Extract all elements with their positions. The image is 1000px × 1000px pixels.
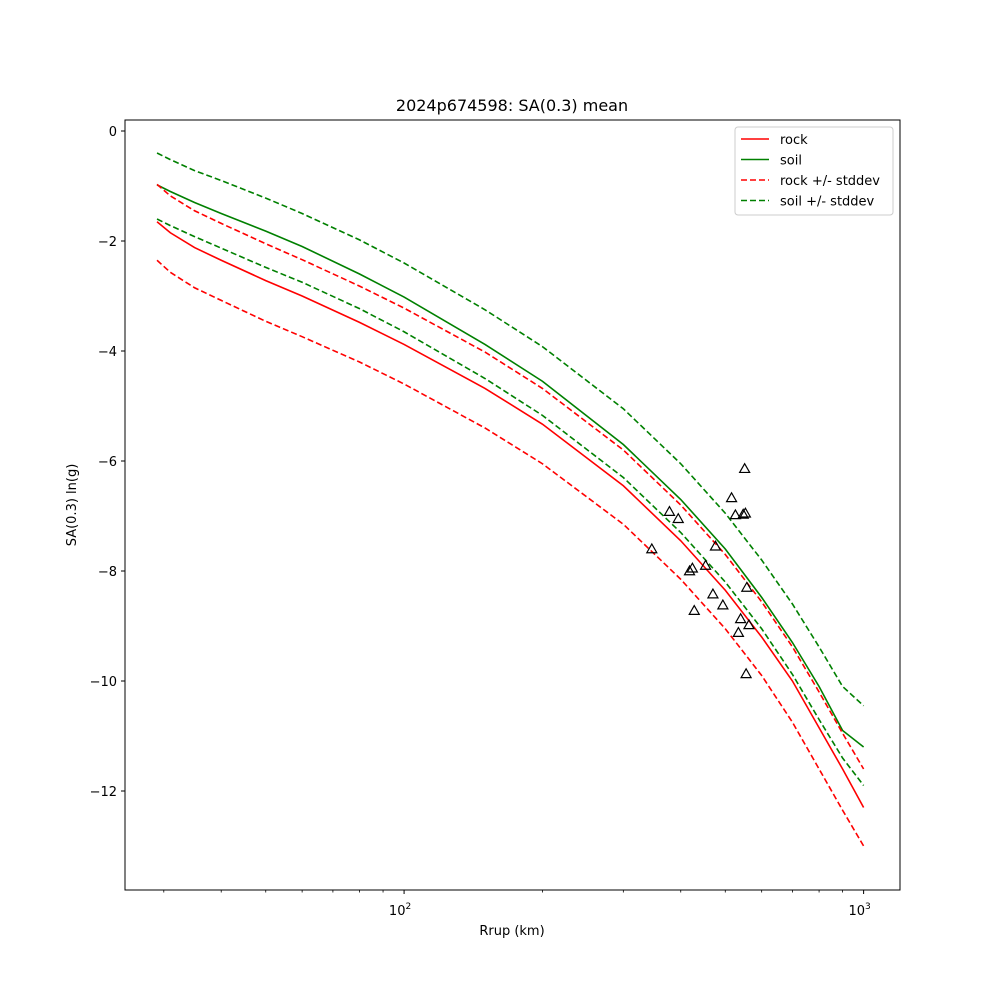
observation-marker bbox=[740, 667, 753, 679]
x-axis: 102 103 bbox=[163, 890, 871, 919]
observation-marker bbox=[645, 542, 658, 554]
legend-box bbox=[734, 126, 894, 216]
series-line-soil-stddev bbox=[156, 152, 865, 707]
legend-label: rock bbox=[780, 133, 808, 148]
y-tick-label: 0 bbox=[109, 125, 117, 140]
legend-label: rock +/- stddev bbox=[780, 174, 880, 189]
plot-frame bbox=[124, 119, 901, 891]
observation-marker bbox=[686, 562, 699, 573]
legend-label: soil +/- stddev bbox=[780, 195, 875, 210]
series-line-rock-stddev bbox=[156, 183, 865, 770]
observation-marker bbox=[709, 540, 722, 551]
y-axis-label: SA(0.3) ln(g) bbox=[65, 464, 80, 547]
observation-marker bbox=[706, 587, 719, 599]
x-tick-label: 103 bbox=[848, 902, 870, 919]
y-tick-label: −6 bbox=[98, 455, 117, 470]
series-line-soil bbox=[156, 184, 865, 748]
y-tick-label: −10 bbox=[90, 675, 117, 690]
observations-layer bbox=[645, 462, 755, 679]
legend: rock soil rock +/- stddev soil +/- stddev bbox=[734, 126, 894, 216]
observation-marker bbox=[740, 581, 753, 592]
chart-title: 2024p674598: SA(0.3) mean bbox=[396, 96, 628, 115]
y-tick-label: −8 bbox=[98, 565, 117, 580]
observation-marker bbox=[688, 604, 701, 615]
observation-marker bbox=[737, 508, 750, 519]
observation-marker bbox=[699, 559, 712, 570]
x-axis-label: Rrup (km) bbox=[479, 924, 544, 939]
observation-marker bbox=[732, 626, 745, 637]
observation-marker bbox=[729, 508, 742, 520]
y-tick-label: −12 bbox=[90, 785, 117, 800]
series-line-rock-stddev bbox=[156, 259, 865, 847]
series-line-rock bbox=[156, 221, 865, 808]
observation-marker bbox=[683, 564, 696, 576]
observation-marker bbox=[663, 505, 676, 516]
observation-marker bbox=[734, 612, 747, 624]
observation-marker bbox=[672, 512, 685, 524]
series-line-soil-stddev bbox=[156, 218, 865, 786]
y-axis: 0 −2 −4 −6 −8 −10 −12 bbox=[90, 125, 125, 800]
legend-label: soil bbox=[780, 154, 802, 169]
observation-marker bbox=[725, 491, 738, 503]
observation-marker bbox=[716, 598, 729, 610]
series-layer bbox=[156, 152, 865, 847]
x-tick-label: 102 bbox=[389, 902, 411, 919]
y-tick-label: −2 bbox=[98, 235, 117, 250]
observation-marker bbox=[739, 507, 752, 518]
observation-marker bbox=[738, 462, 751, 474]
observation-marker bbox=[742, 618, 755, 630]
y-tick-label: −4 bbox=[98, 345, 117, 360]
